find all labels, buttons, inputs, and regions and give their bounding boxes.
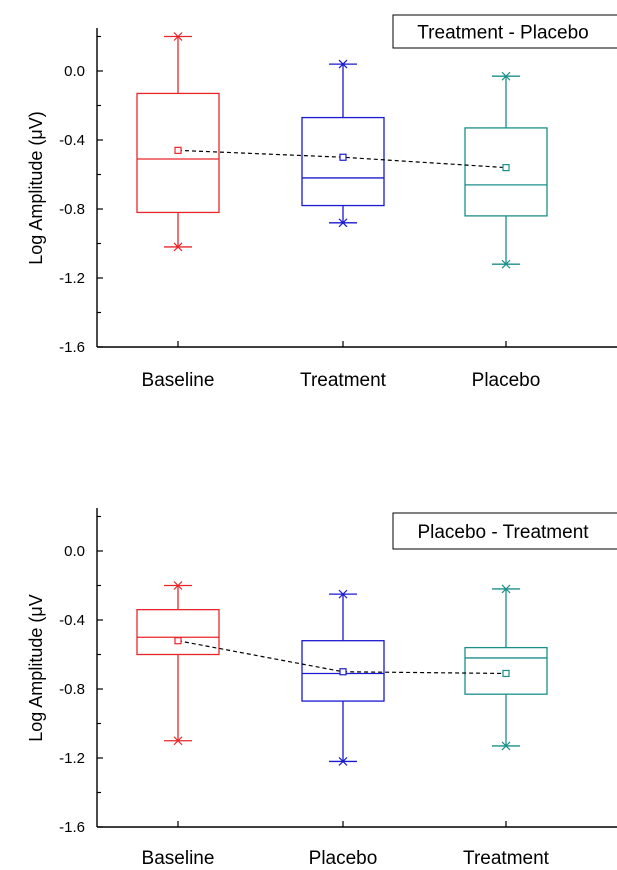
y-tick-label: -1.6 (59, 339, 85, 356)
chart-panel-placebo-treatment: 0.0 -0.4 -0.8 -1.2 -1.6 Log Amplitude (μV Base… (26, 508, 617, 869)
box-placebo-iqr (464, 127, 548, 217)
marker-stroke (338, 757, 348, 766)
box-treatment-iqr (464, 646, 548, 695)
x-tick-label-treatment: Treatment (463, 848, 550, 869)
y-tick-label: -0.8 (59, 681, 85, 698)
y-tick-label: -1.2 (59, 750, 85, 767)
marker-stroke (338, 218, 348, 228)
box-placebo-max-marker (501, 71, 511, 81)
mean-marker-placebo (339, 668, 347, 676)
marker-stroke (338, 589, 348, 599)
box-treatment-iqr (301, 116, 385, 207)
marker-stroke (501, 741, 511, 751)
box-baseline-min-marker (173, 736, 183, 746)
legend-box (392, 512, 617, 550)
y-tick-label: -1.6 (59, 819, 85, 836)
legend-label: Placebo - Treatment (417, 522, 589, 543)
mean-connector-line (177, 149, 507, 169)
box-placebo-max-marker (338, 589, 348, 599)
marker-stroke (501, 259, 511, 269)
mean-marker-treatment (339, 153, 347, 161)
mean-marker-treatment (502, 669, 510, 678)
marker-stroke (173, 32, 183, 41)
legend-box (392, 14, 617, 49)
x-tick-label-placebo: Placebo (309, 848, 378, 869)
mean-connector-line (177, 640, 507, 675)
marker-stroke (173, 736, 183, 746)
x-tick-label-baseline: Baseline (142, 848, 215, 869)
marker-stroke (173, 581, 183, 590)
y-tick-label: -0.4 (59, 132, 85, 149)
box-baseline-max-marker (173, 32, 183, 41)
y-tick-label: 0.0 (64, 543, 85, 560)
marker-stroke (501, 71, 511, 81)
box-baseline-min-marker (173, 242, 183, 252)
y-tick-label: 0.0 (64, 63, 85, 80)
marker-stroke (338, 59, 348, 69)
box-baseline-iqr (136, 609, 220, 656)
mean-marker-placebo (502, 164, 510, 172)
marker-stroke (501, 584, 511, 594)
legend-label: Treatment - Placebo (417, 23, 588, 44)
y-tick-label: -0.4 (59, 612, 85, 629)
box-baseline-iqr (136, 92, 220, 214)
mean-marker-baseline (174, 637, 182, 645)
x-tick-label-baseline: Baseline (142, 370, 215, 391)
box-placebo-iqr (301, 640, 385, 702)
box-treatment-min-marker (501, 741, 511, 751)
y-axis-label: Log Amplitude (μV) (26, 111, 46, 264)
mean-marker-baseline (174, 146, 182, 154)
y-tick-label: -1.2 (59, 270, 85, 287)
box-baseline-max-marker (173, 581, 183, 590)
x-tick-label-placebo: Placebo (472, 370, 541, 391)
box-placebo-min-marker (338, 757, 348, 766)
y-tick-label: -0.8 (59, 201, 85, 218)
box-treatment-min-marker (338, 218, 348, 228)
box-placebo-min-marker (501, 259, 511, 269)
chart-panel-treatment-placebo: 0.0 -0.4 -0.8 -1.2 -1.6 Log Amplitude (μV) Bas… (26, 14, 617, 391)
box-treatment-max-marker (501, 584, 511, 594)
box-treatment-max-marker (338, 59, 348, 69)
x-tick-label-treatment: Treatment (300, 370, 387, 391)
marker-stroke (173, 242, 183, 252)
y-axis-label: Log Amplitude (μV (26, 594, 46, 741)
